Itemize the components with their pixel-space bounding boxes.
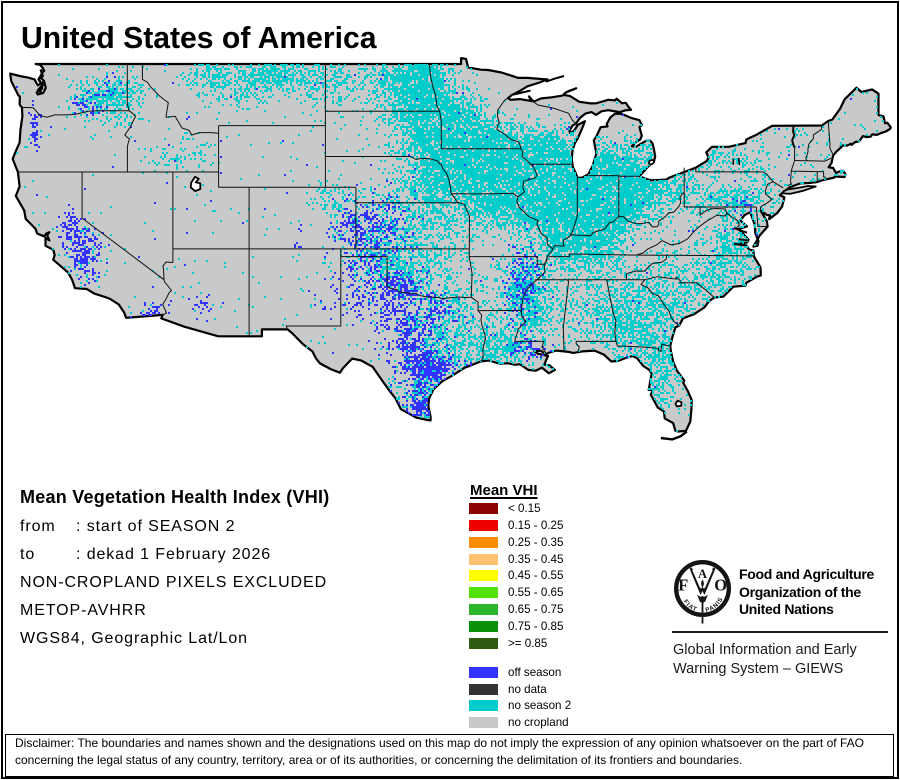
svg-text:O: O	[714, 576, 727, 595]
svg-text:A: A	[698, 567, 707, 581]
svg-text:F: F	[678, 576, 688, 595]
